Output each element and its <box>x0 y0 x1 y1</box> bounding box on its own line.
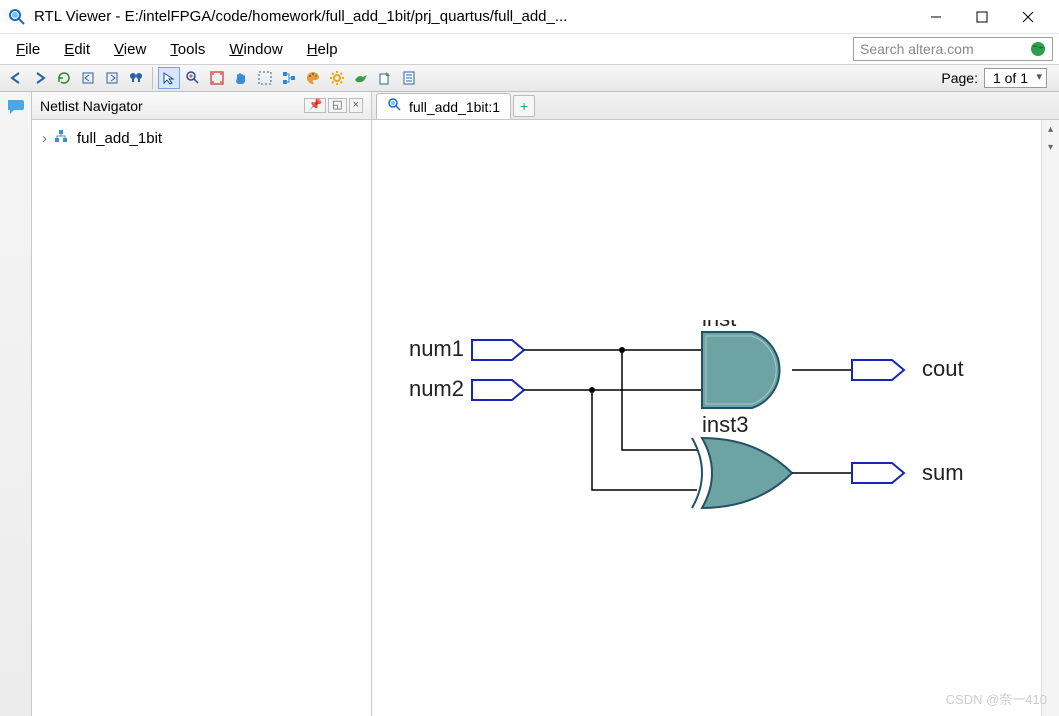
tab-bar: full_add_1bit:1 + <box>372 92 1059 120</box>
scroll-down-icon[interactable]: ▾ <box>1042 138 1059 156</box>
search-input[interactable]: Search altera.com <box>853 37 1053 61</box>
canvas-area: full_add_1bit:1 + num1 num2 <box>372 92 1059 716</box>
module-icon <box>53 128 71 148</box>
hand-icon[interactable] <box>230 67 252 89</box>
body: Netlist Navigator 📌 ◱ × › full_add_1bit <box>0 92 1059 716</box>
panel-title: Netlist Navigator <box>40 98 143 114</box>
panel-close-icon[interactable]: × <box>349 98 363 113</box>
menu-window[interactable]: Window <box>219 39 292 60</box>
palette-icon[interactable] <box>302 67 324 89</box>
tree: › full_add_1bit <box>32 120 371 156</box>
bird-icon[interactable] <box>350 67 372 89</box>
tab-full-add[interactable]: full_add_1bit:1 <box>376 93 511 119</box>
select-area-icon[interactable] <box>254 67 276 89</box>
find-icon[interactable] <box>125 67 147 89</box>
menu-view[interactable]: View <box>104 39 156 60</box>
menu-help[interactable]: Help <box>297 39 348 60</box>
page-label: Page: <box>941 70 978 86</box>
expand-icon[interactable]: › <box>42 130 47 147</box>
comment-icon[interactable] <box>6 98 26 121</box>
close-button[interactable] <box>1005 2 1051 32</box>
schematic-canvas[interactable]: num1 num2 <box>372 120 1059 716</box>
svg-text:sum: sum <box>922 460 964 485</box>
svg-text:inst: inst <box>702 320 736 331</box>
gate-inst3[interactable]: inst3 <box>692 412 792 508</box>
maximize-button[interactable] <box>959 2 1005 32</box>
separator-icon <box>152 67 153 89</box>
port-num2[interactable]: num2 <box>409 376 524 401</box>
minimize-button[interactable] <box>913 2 959 32</box>
hierarchy-icon[interactable] <box>278 67 300 89</box>
port-num1[interactable]: num1 <box>409 336 524 361</box>
settings-icon[interactable] <box>326 67 348 89</box>
pointer-icon[interactable] <box>158 67 180 89</box>
globe-icon <box>1030 41 1046 57</box>
search-placeholder: Search altera.com <box>860 41 1026 57</box>
svg-text:inst3: inst3 <box>702 412 748 437</box>
menu-tools[interactable]: Tools <box>160 39 215 60</box>
vertical-scrollbar[interactable]: ▴ ▾ <box>1041 120 1059 716</box>
svg-text:cout: cout <box>922 356 964 381</box>
menu-bar: File Edit View Tools Window Help Search … <box>0 34 1059 64</box>
popout-icon[interactable]: ◱ <box>328 98 346 113</box>
gate-inst[interactable]: inst <box>702 320 780 408</box>
toolbar: Page: 1 of 1 <box>0 64 1059 92</box>
zoom-icon[interactable] <box>182 67 204 89</box>
fit-icon[interactable] <box>206 67 228 89</box>
window-buttons <box>913 2 1051 32</box>
port-cout[interactable]: cout <box>852 356 964 381</box>
watermark: CSDN @奈一410 <box>946 689 1047 708</box>
tree-label: full_add_1bit <box>77 130 162 147</box>
export-icon[interactable] <box>374 67 396 89</box>
add-tab-button[interactable]: + <box>513 95 535 117</box>
tree-item[interactable]: › full_add_1bit <box>42 128 361 148</box>
panel-header: Netlist Navigator 📌 ◱ × <box>32 92 371 120</box>
svg-text:num2: num2 <box>409 376 464 401</box>
forward-icon[interactable] <box>29 67 51 89</box>
page-select[interactable]: 1 of 1 <box>984 68 1047 88</box>
window-title: RTL Viewer - E:/intelFPGA/code/homework/… <box>34 8 913 25</box>
port-sum[interactable]: sum <box>852 460 964 485</box>
svg-text:num1: num1 <box>409 336 464 361</box>
refresh-icon[interactable] <box>53 67 75 89</box>
back-icon[interactable] <box>5 67 27 89</box>
report-icon[interactable] <box>398 67 420 89</box>
schematic: num1 num2 <box>402 320 1022 586</box>
tab-icon <box>387 97 403 116</box>
prev-page-icon[interactable] <box>77 67 99 89</box>
page-indicator: Page: 1 of 1 <box>941 68 1055 88</box>
left-gutter <box>0 92 32 716</box>
netlist-navigator-panel: Netlist Navigator 📌 ◱ × › full_add_1bit <box>32 92 372 716</box>
menu-file[interactable]: File <box>6 39 50 60</box>
title-bar: RTL Viewer - E:/intelFPGA/code/homework/… <box>0 0 1059 34</box>
app-icon <box>8 8 26 26</box>
scroll-up-icon[interactable]: ▴ <box>1042 120 1059 138</box>
tab-label: full_add_1bit:1 <box>409 99 500 115</box>
menu-edit[interactable]: Edit <box>54 39 100 60</box>
pin-icon[interactable]: 📌 <box>304 98 326 113</box>
next-page-icon[interactable] <box>101 67 123 89</box>
